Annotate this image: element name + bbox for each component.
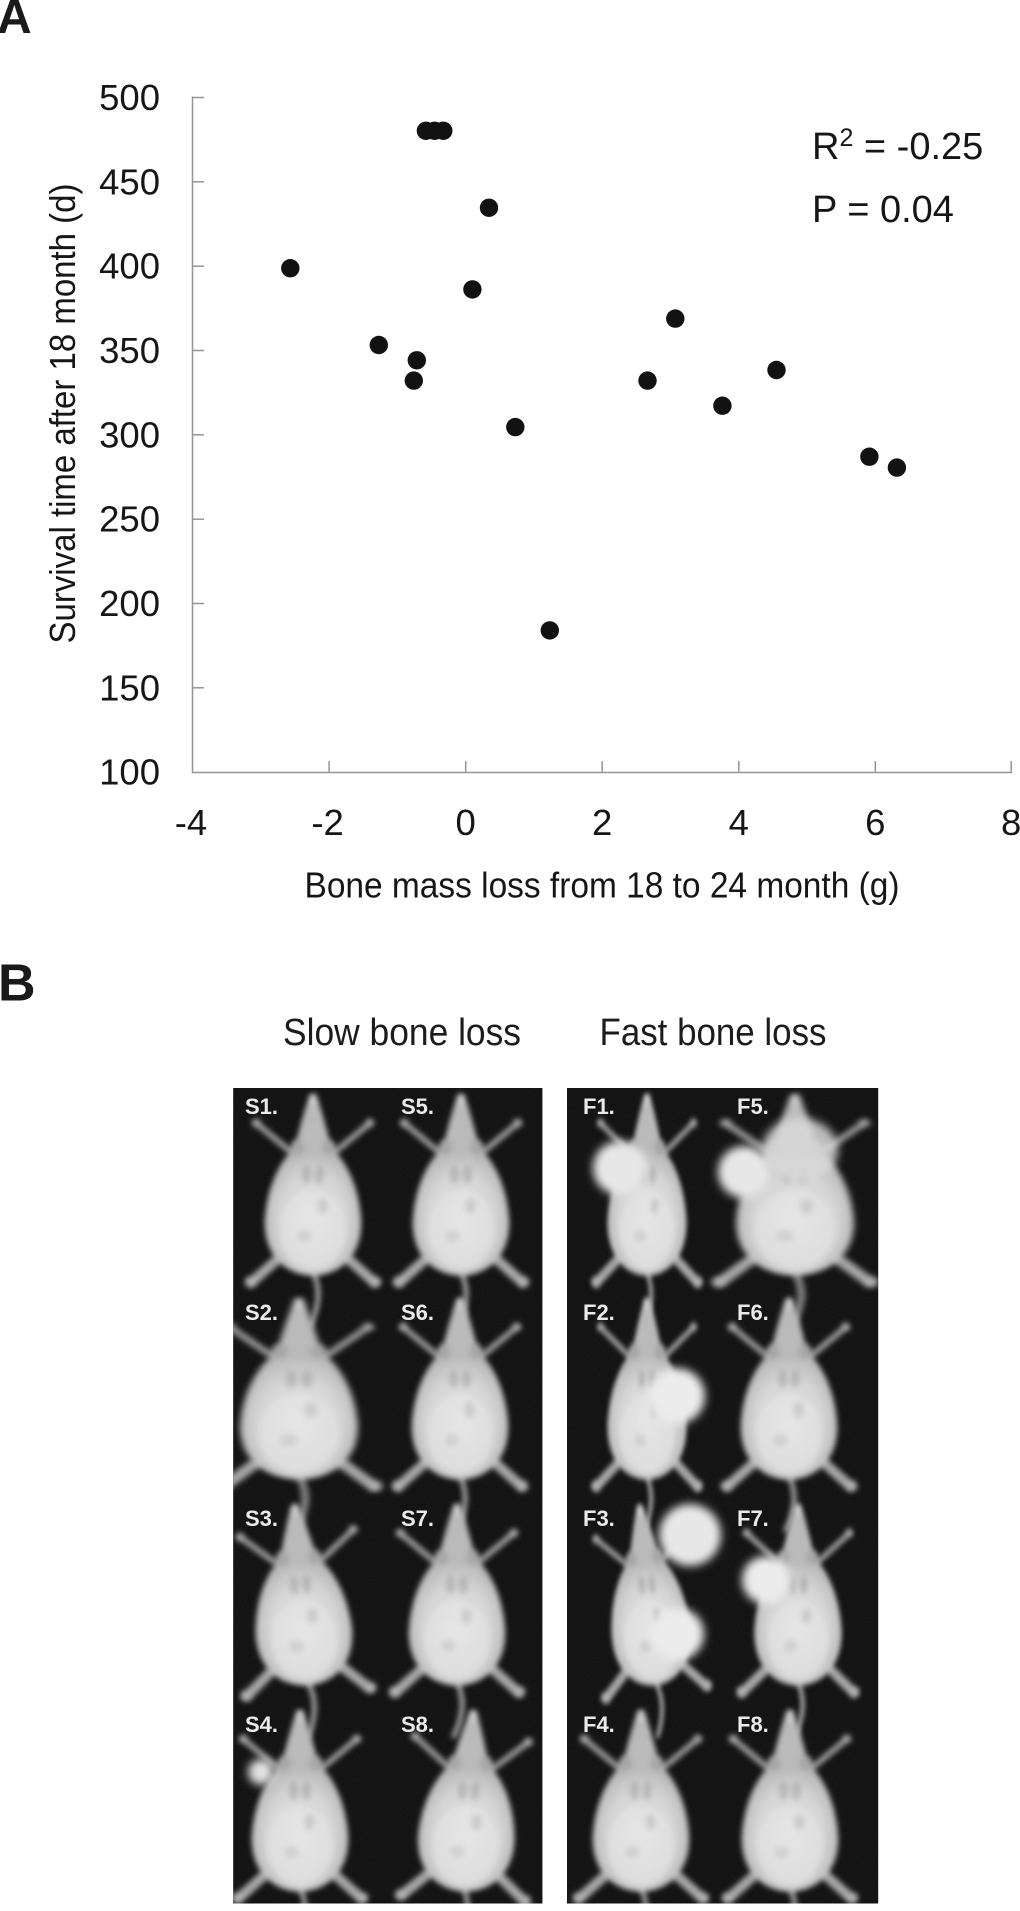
svg-text:0: 0 [456, 802, 476, 843]
svg-text:R2 = -0.25: R2 = -0.25 [812, 124, 983, 168]
svg-text:100: 100 [99, 752, 160, 793]
svg-text:S5.: S5. [401, 1094, 434, 1119]
svg-text:F2.: F2. [583, 1300, 615, 1325]
svg-text:4: 4 [729, 802, 749, 843]
svg-text:S2.: S2. [245, 1300, 278, 1325]
svg-text:S7.: S7. [401, 1506, 434, 1531]
svg-text:350: 350 [99, 330, 160, 371]
svg-text:F5.: F5. [737, 1094, 769, 1119]
svg-text:Bone mass loss from 18 to 24 m: Bone mass loss from 18 to 24 month (g) [305, 865, 900, 906]
svg-text:S3.: S3. [245, 1506, 278, 1531]
svg-text:450: 450 [99, 161, 160, 202]
svg-text:F4.: F4. [583, 1712, 615, 1737]
svg-text:8: 8 [1001, 802, 1020, 843]
svg-text:S8.: S8. [401, 1712, 434, 1737]
svg-text:300: 300 [99, 414, 160, 455]
svg-text:S1.: S1. [245, 1094, 278, 1119]
svg-text:F8.: F8. [737, 1712, 769, 1737]
svg-text:P = 0.04: P = 0.04 [812, 189, 954, 231]
svg-text:Slow bone loss: Slow bone loss [283, 1012, 521, 1054]
svg-text:150: 150 [99, 667, 160, 708]
svg-text:A: A [0, 0, 32, 44]
svg-text:F7.: F7. [737, 1506, 769, 1531]
svg-text:400: 400 [99, 246, 160, 287]
svg-text:Fast bone loss: Fast bone loss [600, 1012, 827, 1054]
svg-text:S6.: S6. [401, 1300, 434, 1325]
svg-text:F6.: F6. [737, 1300, 769, 1325]
svg-text:-2: -2 [311, 802, 343, 843]
svg-text:6: 6 [865, 802, 885, 843]
svg-text:F1.: F1. [583, 1094, 615, 1119]
svg-text:B: B [0, 955, 36, 1013]
svg-text:250: 250 [99, 499, 160, 540]
svg-text:500: 500 [99, 77, 160, 118]
svg-text:F3.: F3. [583, 1506, 615, 1531]
svg-text:S4.: S4. [245, 1712, 278, 1737]
svg-text:Survival time after 18 month (: Survival time after 18 month (d) [42, 184, 83, 644]
svg-text:2: 2 [592, 802, 612, 843]
svg-text:200: 200 [99, 583, 160, 624]
svg-text:-4: -4 [175, 802, 207, 843]
